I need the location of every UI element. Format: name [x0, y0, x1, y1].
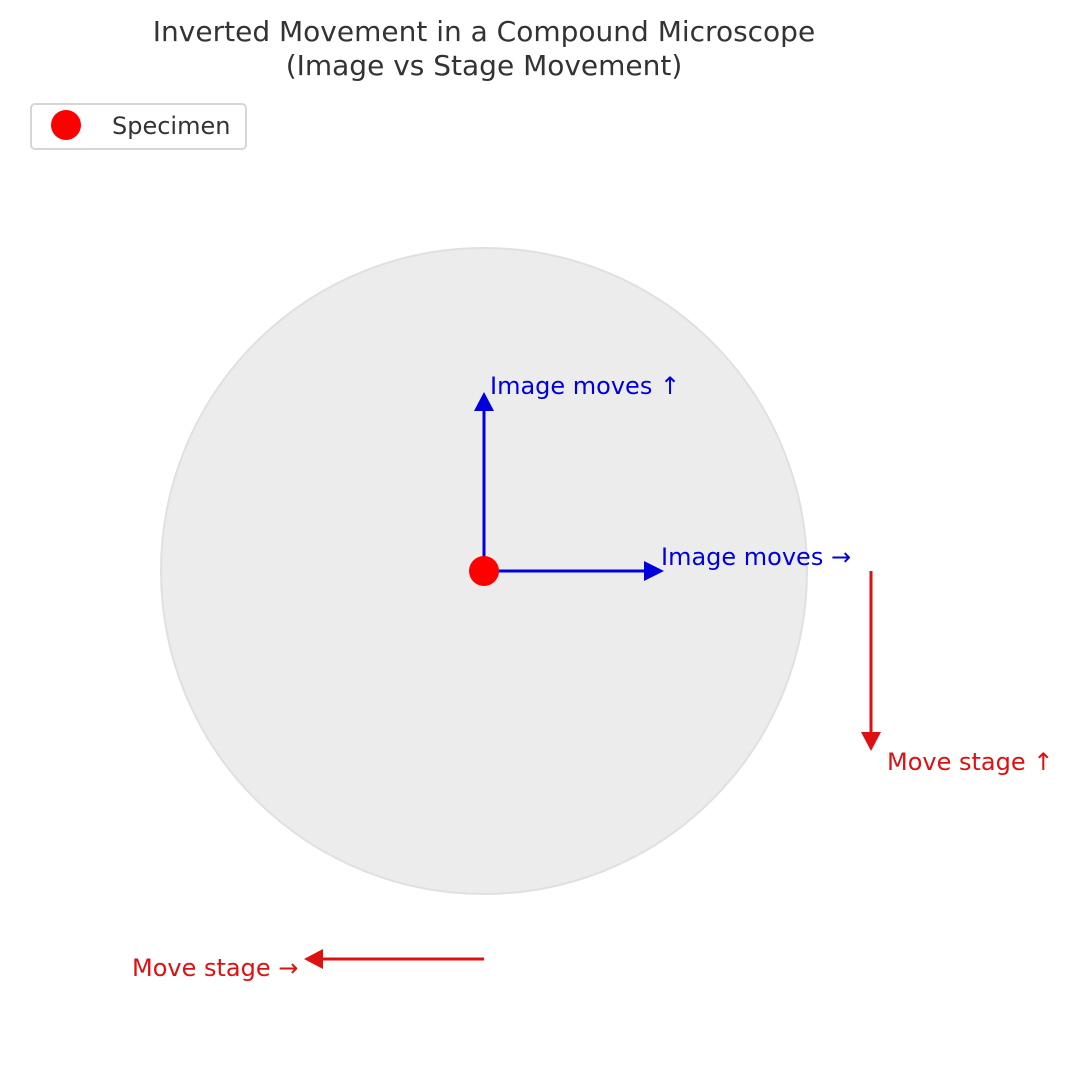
- image-right-arrow-head: [644, 561, 664, 581]
- stage-down-arrow: [861, 571, 881, 751]
- legend-specimen-label: Specimen: [112, 112, 230, 140]
- stage-left-arrow-head: [304, 949, 323, 969]
- specimen-dot: [469, 556, 499, 586]
- stage-down-arrow-head: [861, 732, 881, 751]
- stage-left-arrow: [304, 949, 484, 969]
- image-up-arrow-head: [474, 392, 494, 411]
- image-right-arrow: [484, 561, 664, 581]
- legend-frame: [30, 103, 247, 150]
- image-up-arrow: [474, 392, 494, 571]
- legend-specimen-marker: [51, 110, 81, 140]
- stage-right-label: Move stage →: [132, 954, 298, 982]
- title-line-2: (Image vs Stage Movement): [286, 49, 683, 82]
- stage-up-label: Move stage ↑: [887, 748, 1053, 776]
- image-right-label: Image moves →: [661, 543, 851, 571]
- diagram-title: Inverted Movement in a Compound Microsco…: [153, 15, 815, 82]
- image-up-label: Image moves ↑: [490, 372, 680, 400]
- title-line-1: Inverted Movement in a Compound Microsco…: [153, 15, 815, 48]
- legend: Specimen: [30, 103, 247, 150]
